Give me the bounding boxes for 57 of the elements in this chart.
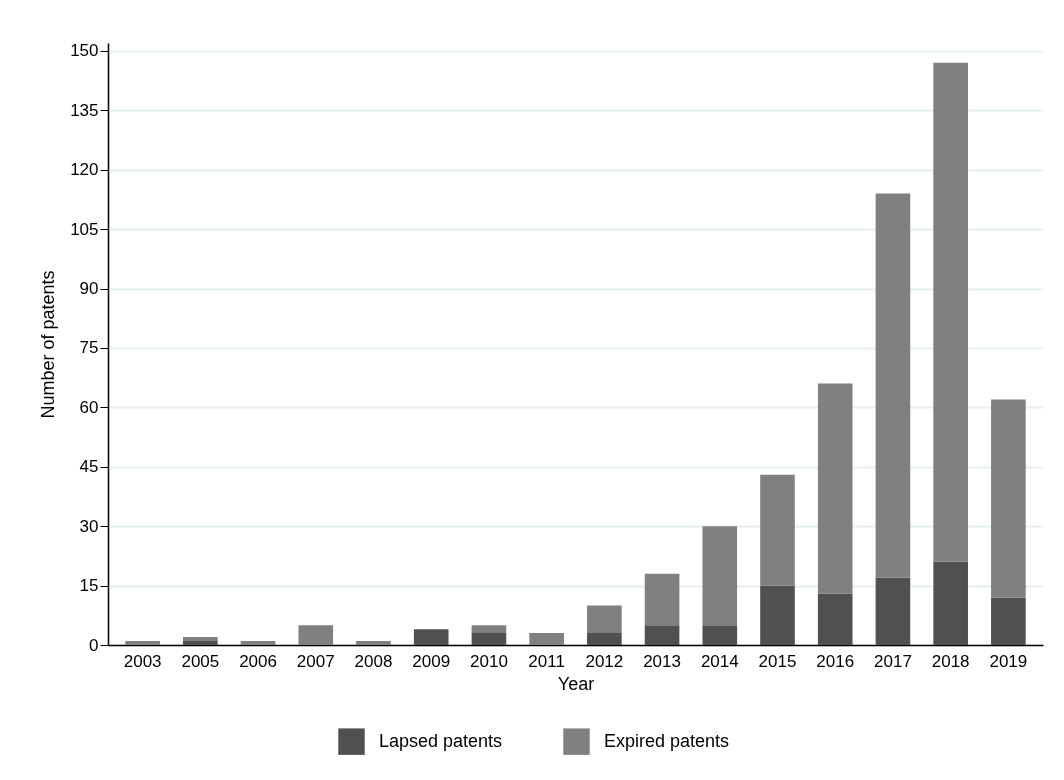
bar bbox=[644, 573, 680, 626]
bar bbox=[183, 641, 218, 645]
bar bbox=[125, 641, 160, 645]
bar bbox=[356, 641, 391, 645]
y-tick-label: 135 bbox=[70, 100, 99, 120]
y-tick-label: 105 bbox=[70, 219, 99, 239]
x-tick-label: 2005 bbox=[181, 651, 220, 671]
bar bbox=[933, 561, 968, 645]
bar bbox=[760, 474, 795, 586]
y-tick-label: 75 bbox=[79, 338, 99, 358]
x-axis-title: Year bbox=[557, 673, 595, 694]
bar bbox=[471, 633, 507, 645]
y-tick-label: 45 bbox=[79, 457, 99, 477]
x-tick-label: 2016 bbox=[816, 651, 855, 671]
x-tick-label: 2007 bbox=[296, 651, 335, 671]
y-tick-label: 15 bbox=[79, 576, 99, 596]
bar bbox=[875, 193, 911, 578]
bar bbox=[991, 597, 1026, 645]
bar bbox=[875, 577, 911, 645]
bar bbox=[471, 625, 507, 634]
bar bbox=[991, 399, 1026, 598]
x-tick-label: 2018 bbox=[931, 651, 970, 671]
bar bbox=[183, 637, 218, 642]
y-tick-label: 90 bbox=[79, 279, 99, 299]
x-tick-label: 2006 bbox=[239, 651, 277, 671]
bar bbox=[587, 605, 622, 634]
legend-label: Expired patents bbox=[604, 730, 730, 751]
y-tick-label: 0 bbox=[89, 635, 99, 655]
y-tick-label: 60 bbox=[79, 397, 99, 417]
bar bbox=[702, 526, 738, 626]
y-tick-label: 30 bbox=[79, 516, 99, 536]
x-tick-label: 2009 bbox=[412, 651, 451, 671]
bar bbox=[298, 625, 334, 645]
bar bbox=[760, 585, 795, 645]
x-tick-label: 2012 bbox=[585, 651, 624, 671]
x-tick-label: 2015 bbox=[758, 651, 797, 671]
y-axis-title: Number of patents bbox=[38, 270, 59, 419]
x-tick-label: 2008 bbox=[354, 651, 393, 671]
bar bbox=[817, 383, 853, 594]
bar bbox=[413, 629, 449, 645]
bar bbox=[702, 625, 738, 645]
bar bbox=[587, 633, 622, 645]
bar bbox=[644, 625, 680, 645]
x-tick-label: 2003 bbox=[123, 651, 162, 671]
x-tick-label: 2011 bbox=[528, 651, 565, 671]
bar bbox=[529, 633, 564, 645]
x-tick-label: 2010 bbox=[470, 651, 508, 671]
x-tick-label: 2014 bbox=[700, 651, 739, 671]
legend-label: Lapsed patents bbox=[379, 730, 503, 751]
x-tick-label: 2017 bbox=[874, 651, 912, 671]
x-tick-label: 2019 bbox=[989, 651, 1028, 671]
y-tick-label: 150 bbox=[70, 41, 99, 61]
bar bbox=[933, 62, 968, 562]
x-tick-label: 2013 bbox=[643, 651, 681, 671]
bar bbox=[817, 593, 853, 645]
bar bbox=[240, 641, 276, 645]
y-tick-label: 120 bbox=[70, 160, 99, 180]
